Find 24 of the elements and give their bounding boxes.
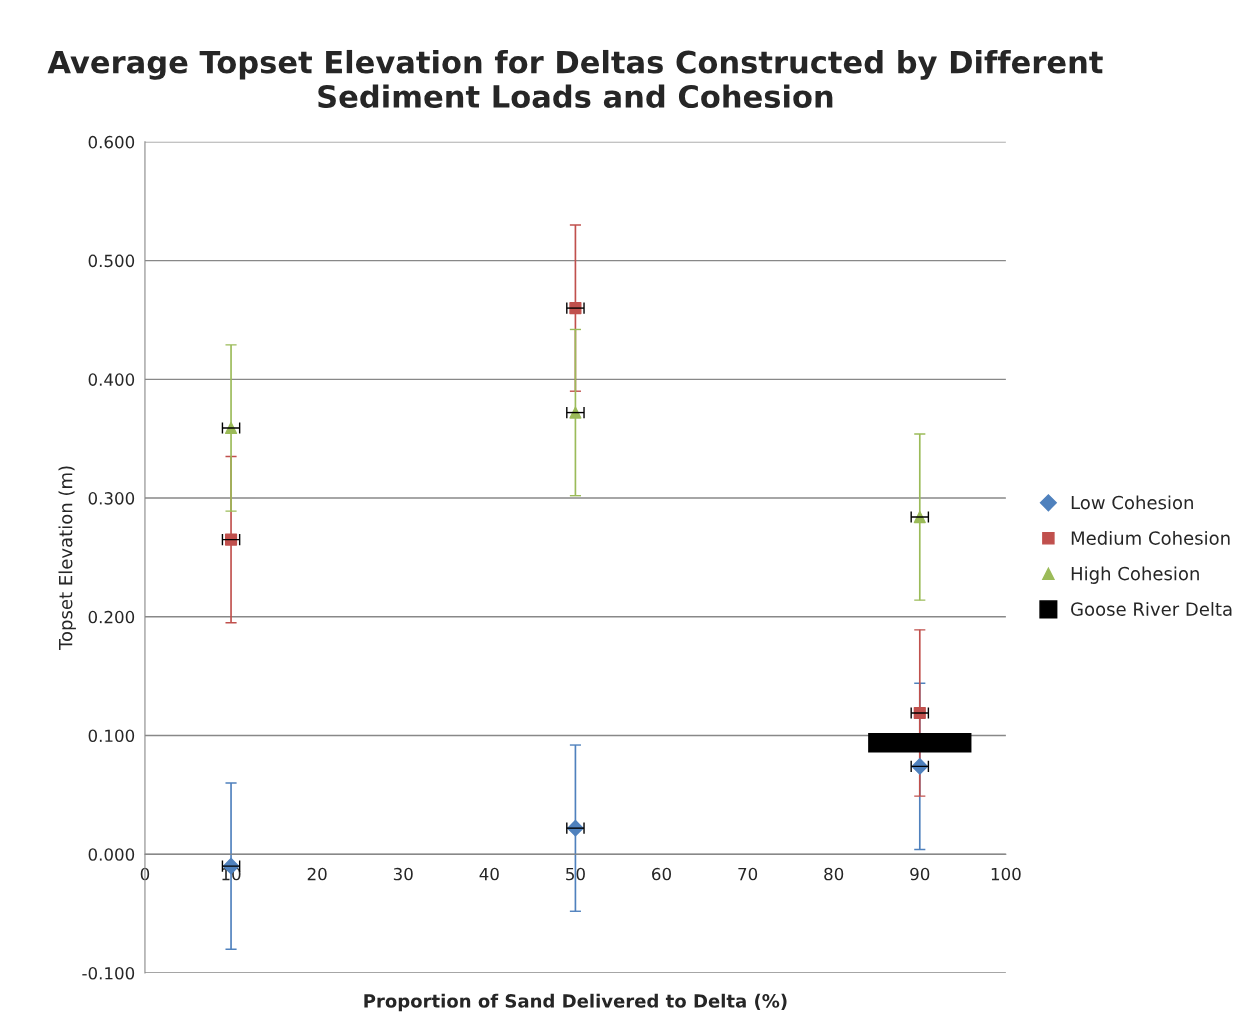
x-tick-label: 60 bbox=[652, 867, 672, 881]
x-tick-label: 0 bbox=[140, 867, 150, 881]
y-tick-label: 0.200 bbox=[88, 610, 135, 624]
y-tick-label: 0.000 bbox=[88, 848, 135, 861]
x-tick-label: 30 bbox=[393, 867, 413, 881]
y-axis-title: Topset Elevation (m) bbox=[58, 466, 76, 651]
x-tick-label: 20 bbox=[307, 867, 327, 881]
legend-label: High Cohesion bbox=[1071, 566, 1199, 584]
y-tick-label: 0.500 bbox=[88, 254, 135, 268]
x-tick-label: 70 bbox=[738, 867, 758, 881]
y-tick-label: 0.400 bbox=[88, 373, 135, 386]
chart-title: Average Topset Elevation for Deltas Constructed by Different Sediment Loads and Cohesion bbox=[47, 49, 1103, 109]
legend-label: Goose River Delta bbox=[1071, 601, 1232, 616]
y-tick-label: 0.600 bbox=[88, 135, 135, 149]
y-tick-label: 0.100 bbox=[88, 729, 135, 743]
legend-label: Medium Cohesion bbox=[1071, 530, 1230, 545]
x-tick-label: 100 bbox=[991, 867, 1021, 881]
y-tick-label: 0.300 bbox=[88, 492, 135, 505]
x-tick-label: 80 bbox=[824, 867, 844, 881]
x-axis-title: Proportion of Sand Delivered to Delta (%) bbox=[364, 993, 787, 1012]
x-tick-label: 40 bbox=[479, 867, 499, 881]
y-tick-label: -0.100 bbox=[82, 966, 135, 980]
x-tick-label: 90 bbox=[910, 867, 930, 881]
legend-label: Low Cohesion bbox=[1071, 495, 1193, 510]
